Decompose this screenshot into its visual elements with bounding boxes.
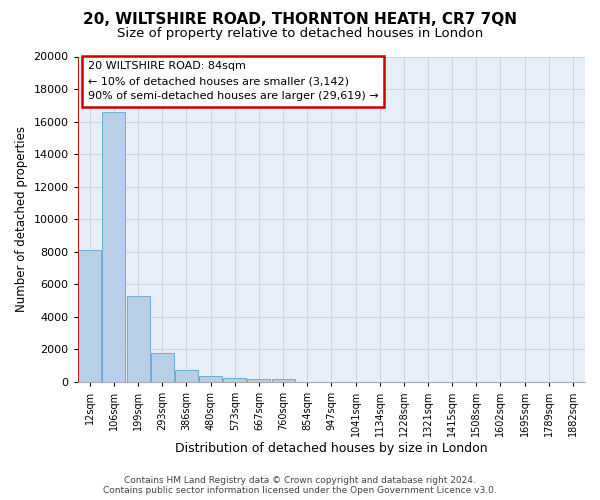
Text: 20 WILTSHIRE ROAD: 84sqm
← 10% of detached houses are smaller (3,142)
90% of sem: 20 WILTSHIRE ROAD: 84sqm ← 10% of detach…	[88, 62, 379, 101]
Bar	[272, 380, 295, 382]
X-axis label: Distribution of detached houses by size in London: Distribution of detached houses by size …	[175, 442, 488, 455]
Bar	[151, 354, 174, 382]
Text: 20, WILTSHIRE ROAD, THORNTON HEATH, CR7 7QN: 20, WILTSHIRE ROAD, THORNTON HEATH, CR7 …	[83, 12, 517, 28]
Bar	[223, 378, 246, 382]
Text: Size of property relative to detached houses in London: Size of property relative to detached ho…	[117, 28, 483, 40]
Bar	[79, 250, 101, 382]
Y-axis label: Number of detached properties: Number of detached properties	[15, 126, 28, 312]
Bar	[247, 379, 271, 382]
Bar	[127, 296, 149, 382]
Bar	[175, 370, 198, 382]
Bar	[103, 112, 125, 382]
Bar	[199, 376, 222, 382]
Text: Contains HM Land Registry data © Crown copyright and database right 2024.
Contai: Contains HM Land Registry data © Crown c…	[103, 476, 497, 495]
